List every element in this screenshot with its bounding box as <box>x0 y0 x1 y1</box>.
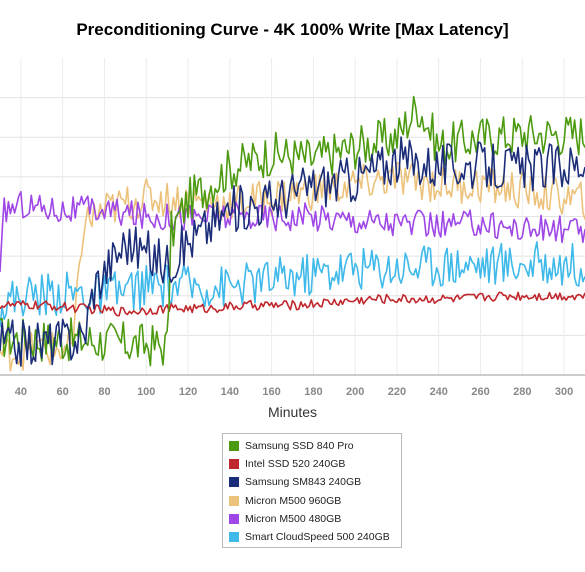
x-tick-label: 240 <box>430 386 448 398</box>
x-tick-label: 180 <box>304 386 322 398</box>
legend-swatch <box>229 441 239 452</box>
legend-item[interactable]: Intel SSD 520 240GB <box>229 455 401 473</box>
series-line-3 <box>0 136 585 367</box>
legend-item[interactable]: Smart CloudSpeed 500 240GB <box>229 528 401 546</box>
legend-label: Samsung SM843 240GB <box>245 476 362 489</box>
legend-label: Intel SSD 520 240GB <box>245 458 346 471</box>
legend-label: Smart CloudSpeed 500 240GB <box>245 531 390 544</box>
x-tick-label: 100 <box>137 386 155 398</box>
legend-swatch <box>229 459 239 470</box>
legend-label: Micron M500 480GB <box>245 512 342 525</box>
x-tick-label: 140 <box>221 386 239 398</box>
x-tick-label: 200 <box>346 386 364 398</box>
legend-swatch <box>229 477 239 488</box>
x-tick-label: 300 <box>555 386 573 398</box>
x-tick-label: 40 <box>15 386 27 398</box>
chart-title: Preconditioning Curve - 4K 100% Write [M… <box>76 20 509 39</box>
legend-item[interactable]: Samsung SSD 840 Pro <box>229 437 401 455</box>
legend-item[interactable]: Samsung SM843 240GB <box>229 473 401 491</box>
x-tick-label: 280 <box>513 386 531 398</box>
x-tick-label: 120 <box>179 386 197 398</box>
x-tick-label: 260 <box>471 386 489 398</box>
x-tick-label: 220 <box>388 386 406 398</box>
legend-label: Samsung SSD 840 Pro <box>245 440 354 453</box>
legend-swatch <box>229 513 239 524</box>
series-line-6 <box>0 241 585 328</box>
series-line-5 <box>0 190 585 272</box>
legend-item[interactable]: Micron M500 960GB <box>229 492 401 510</box>
legend-swatch <box>229 495 239 506</box>
series-line-2 <box>0 291 585 317</box>
x-tick-label: 160 <box>262 386 280 398</box>
legend-label: Micron M500 960GB <box>245 494 342 507</box>
legend-item[interactable]: Micron M500 480GB <box>229 510 401 528</box>
legend: Samsung SSD 840 Pro Intel SSD 520 240GB Sa… <box>222 433 402 548</box>
x-tick-label: 80 <box>98 386 110 398</box>
x-tick-label: 60 <box>57 386 69 398</box>
x-axis-label: Minutes <box>267 404 318 420</box>
legend-swatch <box>229 532 239 543</box>
